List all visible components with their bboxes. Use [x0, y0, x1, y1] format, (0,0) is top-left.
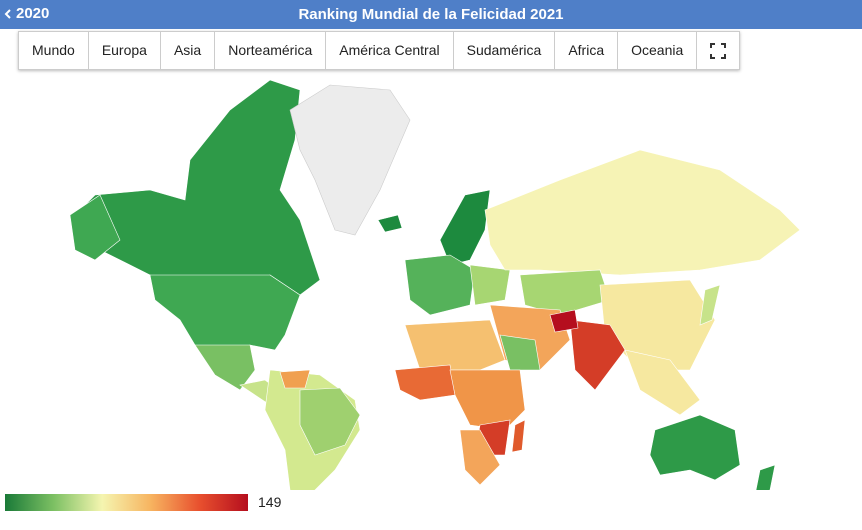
legend-gradient [5, 494, 248, 511]
southeast-asia [624, 349, 701, 416]
region-tab[interactable]: Sudamérica [454, 32, 556, 69]
japan [699, 284, 721, 326]
saudi-arabia [499, 334, 541, 371]
southern-africa [459, 429, 501, 486]
western-europe [404, 254, 476, 316]
fullscreen-button[interactable] [697, 32, 739, 69]
iceland [377, 214, 403, 233]
header: 2020 Ranking Mundial de la Felicidad 202… [0, 0, 862, 29]
region-tab[interactable]: Oceania [618, 32, 698, 69]
russia [484, 149, 801, 276]
afghanistan [549, 309, 579, 333]
title: Ranking Mundial de la Felicidad 2021 [298, 6, 564, 23]
back-button[interactable]: 2020 [4, 5, 49, 22]
brazil [299, 387, 361, 456]
new-zealand [755, 464, 776, 490]
fullscreen-icon [710, 42, 727, 59]
west-africa [394, 364, 456, 401]
scandinavia [439, 189, 491, 266]
region-tab[interactable]: América Central [326, 32, 454, 69]
india [569, 319, 626, 391]
central-africa [449, 369, 526, 431]
back-icon [4, 8, 11, 19]
canada [69, 79, 321, 296]
eastern-europe [469, 264, 511, 306]
north-africa [404, 319, 506, 371]
madagascar [511, 419, 526, 453]
venezuela [279, 369, 311, 389]
back-label: 2020 [16, 5, 50, 22]
region-tab[interactable]: Africa [555, 32, 619, 69]
tab-bar: Mundo Europa Asia Norteamérica América Centr… [18, 31, 741, 70]
alaska [69, 194, 121, 261]
region-tab[interactable]: Mundo [19, 32, 89, 69]
mexico [194, 344, 256, 391]
central-asia [519, 269, 611, 316]
world-map [69, 79, 801, 490]
greenland [289, 84, 411, 236]
legend-max-label: 149 [258, 494, 282, 510]
region-tab[interactable]: Asia [161, 32, 216, 69]
australia [649, 414, 741, 481]
region-tab[interactable]: Norteamérica [215, 32, 327, 69]
usa [149, 274, 301, 356]
region-tab[interactable]: Europa [89, 32, 161, 69]
